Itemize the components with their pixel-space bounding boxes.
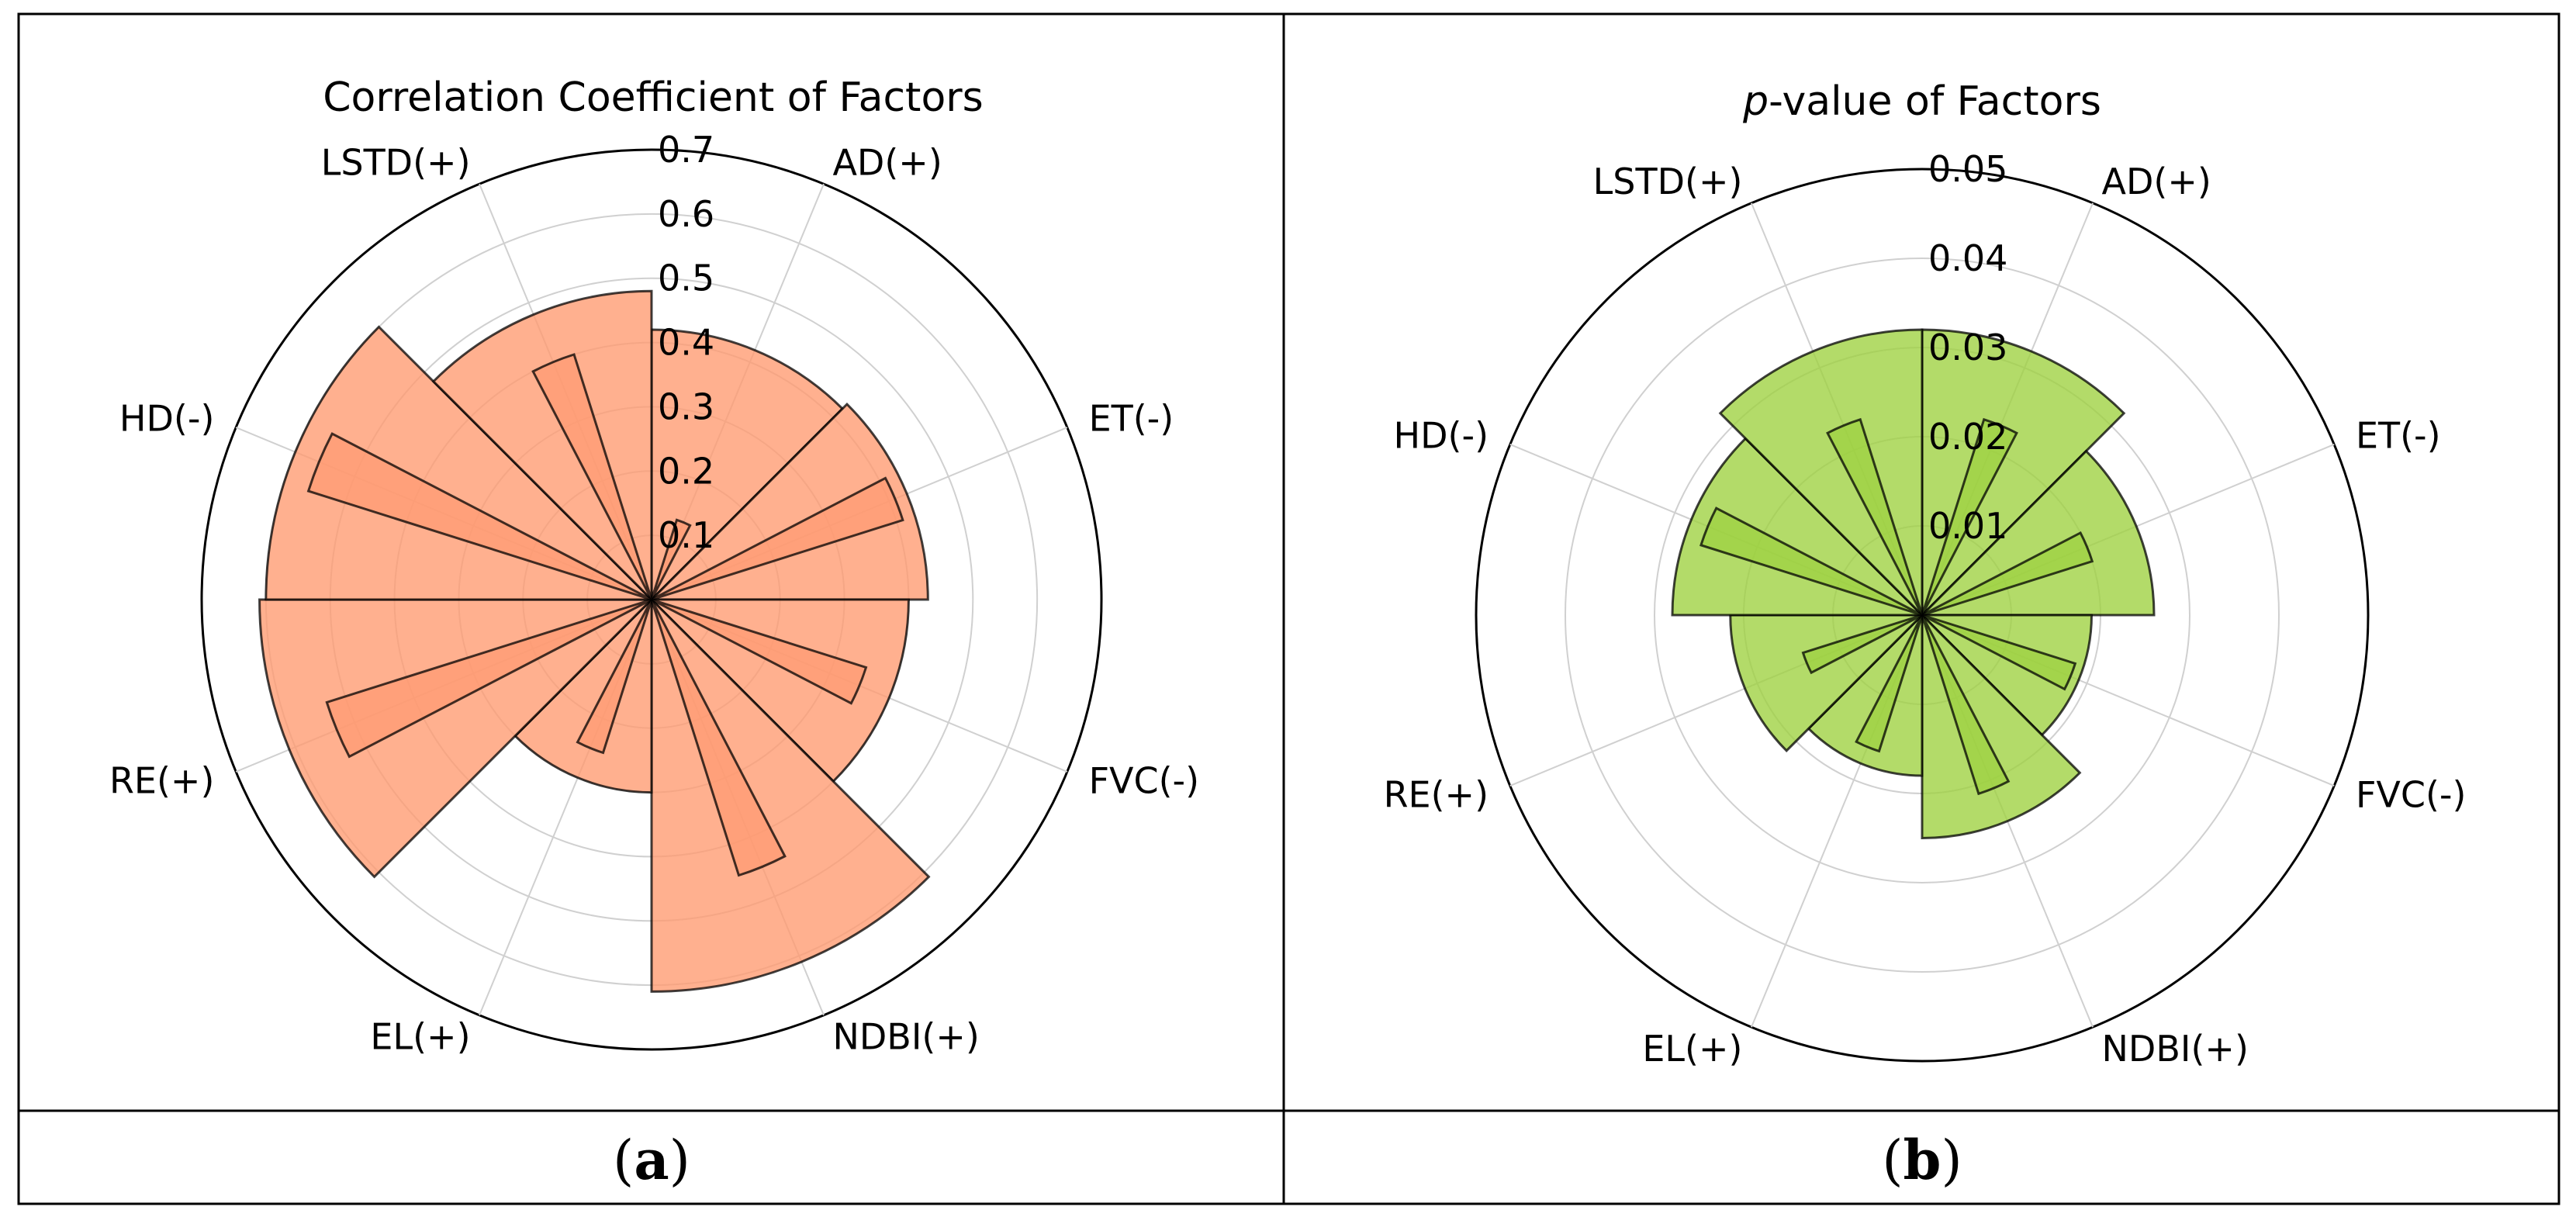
category-label: HD(-)	[1394, 414, 1489, 456]
bar-narrow	[306, 432, 652, 601]
r-tick-label: 0.5	[658, 258, 714, 299]
bar-wide	[650, 596, 931, 993]
r-tick-label: 0.04	[1928, 237, 2007, 279]
bar-narrow	[1699, 507, 1923, 617]
category-label: HD(-)	[119, 398, 215, 440]
r-tick-label: 0.03	[1928, 327, 2007, 368]
category-label: LSTD(+)	[1593, 161, 1743, 202]
bar-wide	[513, 596, 653, 794]
panel-label-b: (b)	[1882, 1128, 1962, 1192]
correlation-polar-chart: 0.1 0.2 0.3 0.4 0.5 0.6 0.7 AD(+) ET(-) FVC(-) NDB…	[109, 74, 1199, 1058]
category-label: ET(-)	[2356, 414, 2441, 456]
polar-frame	[1475, 168, 2370, 1063]
r-tick-label: 0.4	[658, 322, 714, 364]
bar-narrow	[650, 599, 787, 877]
category-label: RE(+)	[1384, 774, 1489, 816]
bar-narrow	[1801, 614, 1923, 675]
bar-wide	[431, 289, 653, 603]
category-label: AD(+)	[2102, 161, 2211, 202]
category-label: AD(+)	[832, 141, 942, 183]
category-label: EL(+)	[1642, 1028, 1742, 1070]
r-tick-label: 0.02	[1928, 416, 2007, 458]
category-label: RE(+)	[109, 759, 214, 801]
bar-narrow	[1921, 531, 2094, 617]
category-label: FVC(-)	[2356, 774, 2467, 816]
r-tick-label: 0.01	[1928, 505, 2007, 547]
r-tick-label: 0.05	[1928, 148, 2007, 190]
category-label: LSTD(+)	[321, 141, 471, 183]
bar-wide	[258, 598, 655, 879]
bar-narrow	[1826, 417, 1924, 616]
category-label: EL(+)	[370, 1016, 470, 1058]
bar-narrow	[651, 598, 868, 705]
r-tick-label: 0.1	[658, 514, 714, 556]
bar-wide	[1671, 437, 1925, 617]
chart-title-rest: -value of Factors	[1769, 78, 2101, 125]
bar-narrow	[576, 599, 653, 755]
bar-wide	[1919, 449, 2156, 617]
bar-wide	[1919, 614, 2094, 737]
category-label: NDBI(+)	[2102, 1028, 2249, 1070]
bar-wide	[1729, 614, 1925, 752]
bar-wide	[1921, 612, 2082, 840]
bar-wide	[648, 402, 929, 601]
chart-title: p-value of Factors	[1742, 78, 2101, 125]
bar-wide	[1718, 328, 1924, 618]
bar-wide	[1921, 328, 2126, 618]
r-tick-label: 0.2	[658, 450, 714, 492]
chart-title-italic: p	[1742, 78, 1769, 125]
r-tick-label: 0.7	[658, 129, 714, 171]
bar-wide	[1807, 612, 1924, 777]
category-label: NDBI(+)	[832, 1016, 979, 1058]
category-label: FVC(-)	[1089, 759, 1200, 801]
grid-circle	[1565, 258, 2280, 973]
r-tick-label: 0.6	[658, 193, 714, 235]
bar-narrow	[1921, 614, 2077, 691]
bar-narrow	[650, 518, 692, 600]
bar-wide	[265, 325, 655, 601]
chart-title: Correlation Coefficient of Factors	[323, 74, 983, 121]
r-tick-label: 0.3	[658, 385, 714, 427]
panel-label-a: (a)	[613, 1128, 690, 1192]
figure-frame	[17, 12, 2560, 1205]
category-label: ET(-)	[1089, 398, 1174, 440]
bar-narrow	[325, 598, 652, 759]
bar-narrow	[1855, 614, 1924, 753]
bar-narrow	[531, 353, 653, 600]
bar-wide	[650, 328, 845, 603]
polar-frame	[200, 148, 1103, 1051]
pvalue-polar-chart: 0.01 0.02 0.03 0.04 0.05 AD(+) ET(-) FVC(-) NDBI…	[1384, 78, 2467, 1070]
bar-wide	[648, 598, 910, 783]
bar-narrow	[1921, 417, 2018, 616]
bar-narrow	[1921, 614, 2011, 796]
bar-narrow	[651, 476, 904, 601]
